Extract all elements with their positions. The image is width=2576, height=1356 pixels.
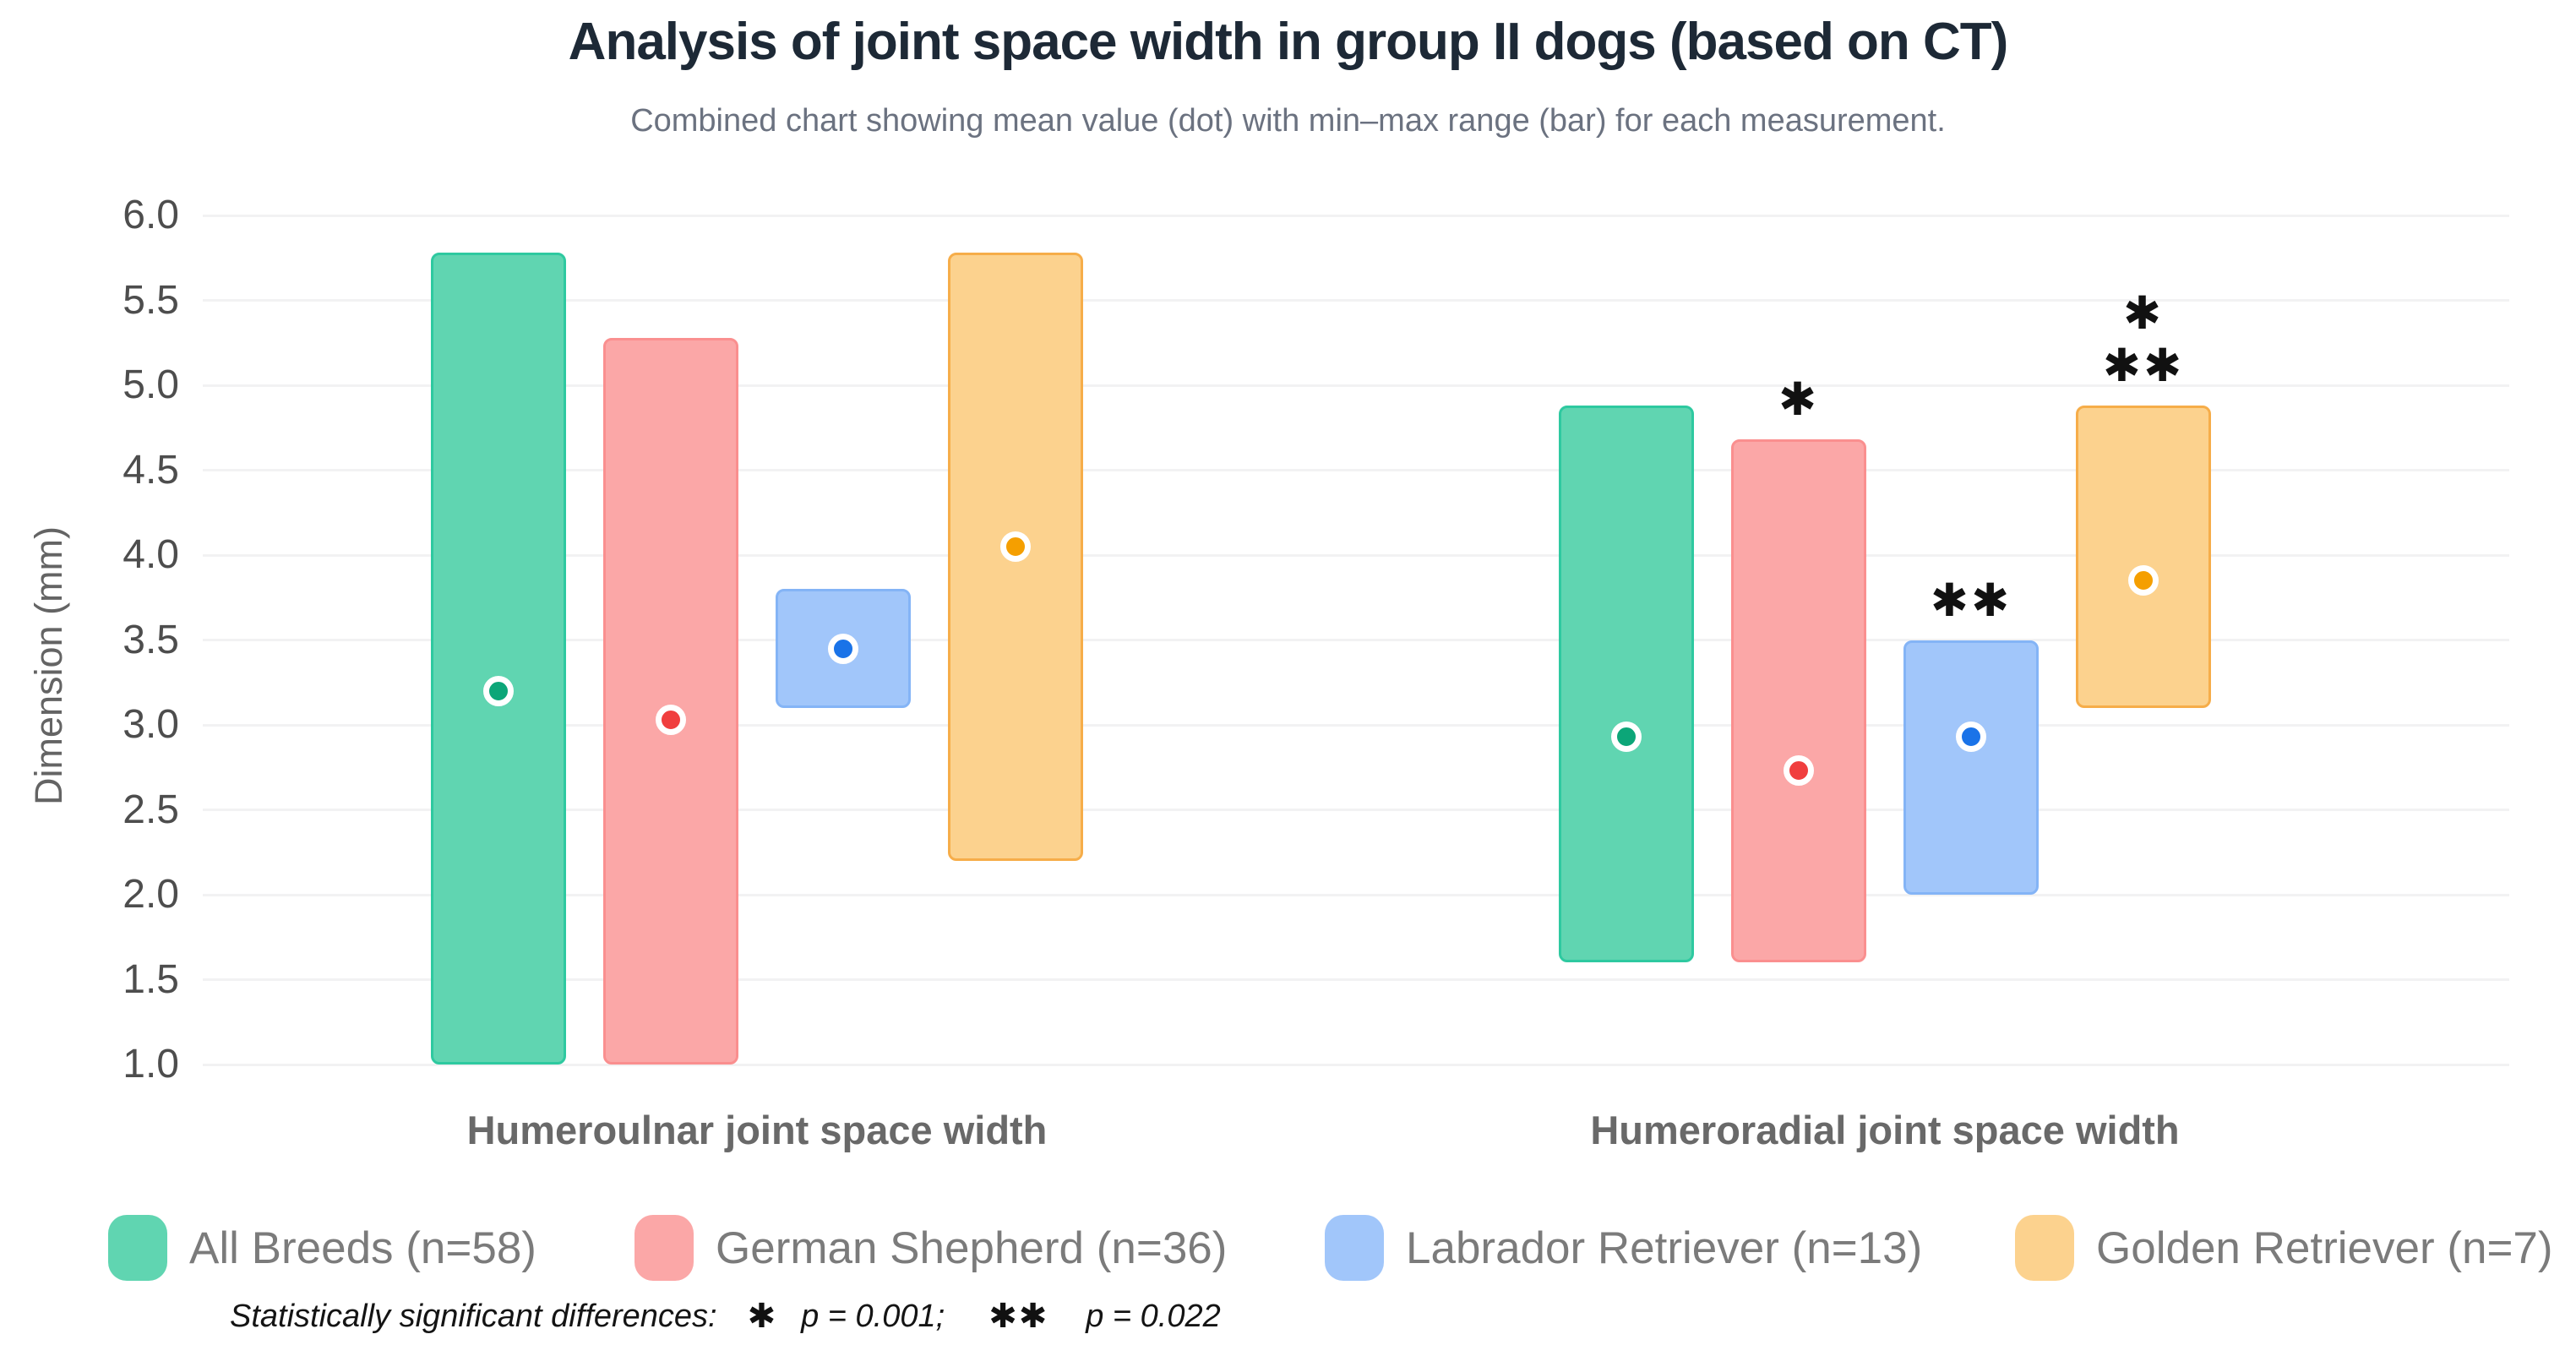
legend-swatch	[1325, 1215, 1384, 1281]
range-bar	[2076, 406, 2211, 708]
range-bar	[1731, 439, 1866, 963]
range-bar	[431, 253, 566, 1065]
legend: All Breeds (n=58) German Shepherd (n=36) L…	[0, 1214, 2576, 1282]
significance-star-icon: ✱	[2122, 286, 2165, 340]
legend-item: Labrador Retriever (n=13)	[1325, 1214, 1922, 1282]
mean-dot	[2128, 565, 2159, 596]
y-tick-label: 1.5	[123, 956, 179, 1002]
legend-label: Golden Retriever (n=7)	[2096, 1223, 2553, 1273]
category-label: Humeroradial joint space width	[1590, 1108, 2180, 1152]
significance-double-star-icon: ✱✱	[988, 1297, 1049, 1336]
range-bar	[603, 337, 738, 1065]
gridline	[203, 384, 2509, 387]
y-tick-label: 5.5	[123, 277, 179, 323]
mean-dot	[1000, 531, 1031, 562]
y-tick-label: 3.0	[123, 702, 179, 747]
significance-star-icon: ✱	[1778, 373, 1820, 427]
y-tick-label: 5.0	[123, 362, 179, 407]
category-label: Humeroulnar joint space width	[466, 1108, 1048, 1152]
gridline	[203, 469, 2509, 471]
gridline	[203, 978, 2509, 981]
y-tick-label: 4.5	[123, 447, 179, 493]
legend-swatch	[108, 1215, 167, 1281]
chart-subtitle: Combined chart showing mean value (dot) …	[630, 103, 1946, 139]
significance-star-icon: ✱✱	[1930, 573, 2012, 627]
legend-item: German Shepherd (n=36)	[634, 1214, 1227, 1282]
range-bar	[1903, 640, 2039, 895]
significance-marker: ✱	[1778, 375, 1819, 424]
mean-dot	[1956, 722, 1986, 753]
significance-star-icon: ✱	[747, 1297, 778, 1336]
y-tick-label: 2.5	[123, 787, 179, 832]
mean-dot	[1611, 722, 1642, 753]
gridline	[203, 639, 2509, 641]
gridline	[203, 214, 2509, 217]
legend-label: All Breeds (n=58)	[189, 1223, 536, 1273]
legend-label: German Shepherd (n=36)	[716, 1223, 1228, 1273]
y-tick-label: 6.0	[123, 193, 179, 237]
y-tick-label: 4.0	[123, 532, 179, 577]
plot-area: 6.0 5.5 5.0 4.5 4.0 3.5 3.0 2.5 2.0 1.5 1.0 Humerou…	[123, 193, 2509, 1152]
range-bar	[1559, 406, 1694, 963]
mean-dot	[828, 633, 858, 664]
y-tick-label: 2.0	[123, 872, 179, 917]
footnote-p2: p = 0.022	[1086, 1298, 1221, 1334]
footnote-p1: p = 0.001;	[801, 1298, 945, 1334]
legend-swatch	[2015, 1215, 2074, 1281]
mean-dot	[483, 675, 514, 706]
mean-dot	[656, 704, 686, 735]
footnote-text: Statistically significant differences:	[230, 1298, 717, 1334]
legend-item: Golden Retriever (n=7)	[2015, 1214, 2553, 1282]
gridline	[203, 723, 2509, 727]
legend-swatch	[634, 1215, 694, 1281]
gridline	[203, 553, 2509, 557]
gridline	[203, 299, 2509, 302]
gridline	[203, 893, 2509, 896]
legend-label: Labrador Retriever (n=13)	[1406, 1223, 1923, 1273]
y-tick-label: 1.0	[123, 1042, 179, 1086]
legend-item: All Breeds (n=58)	[108, 1214, 536, 1282]
footnote: Statistically significant differences: ✱…	[230, 1297, 1221, 1336]
gridline	[203, 809, 2509, 811]
significance-marker: ✱✱	[1930, 573, 2012, 627]
y-tick-label: 3.5	[123, 617, 179, 662]
significance-marker: ✱ ✱✱	[2103, 289, 2185, 390]
gridline	[203, 1063, 2509, 1066]
mean-dot	[1784, 755, 1814, 787]
chart-title: Analysis of joint space width in group I…	[568, 13, 2009, 71]
significance-star-icon: ✱✱	[2102, 339, 2185, 393]
